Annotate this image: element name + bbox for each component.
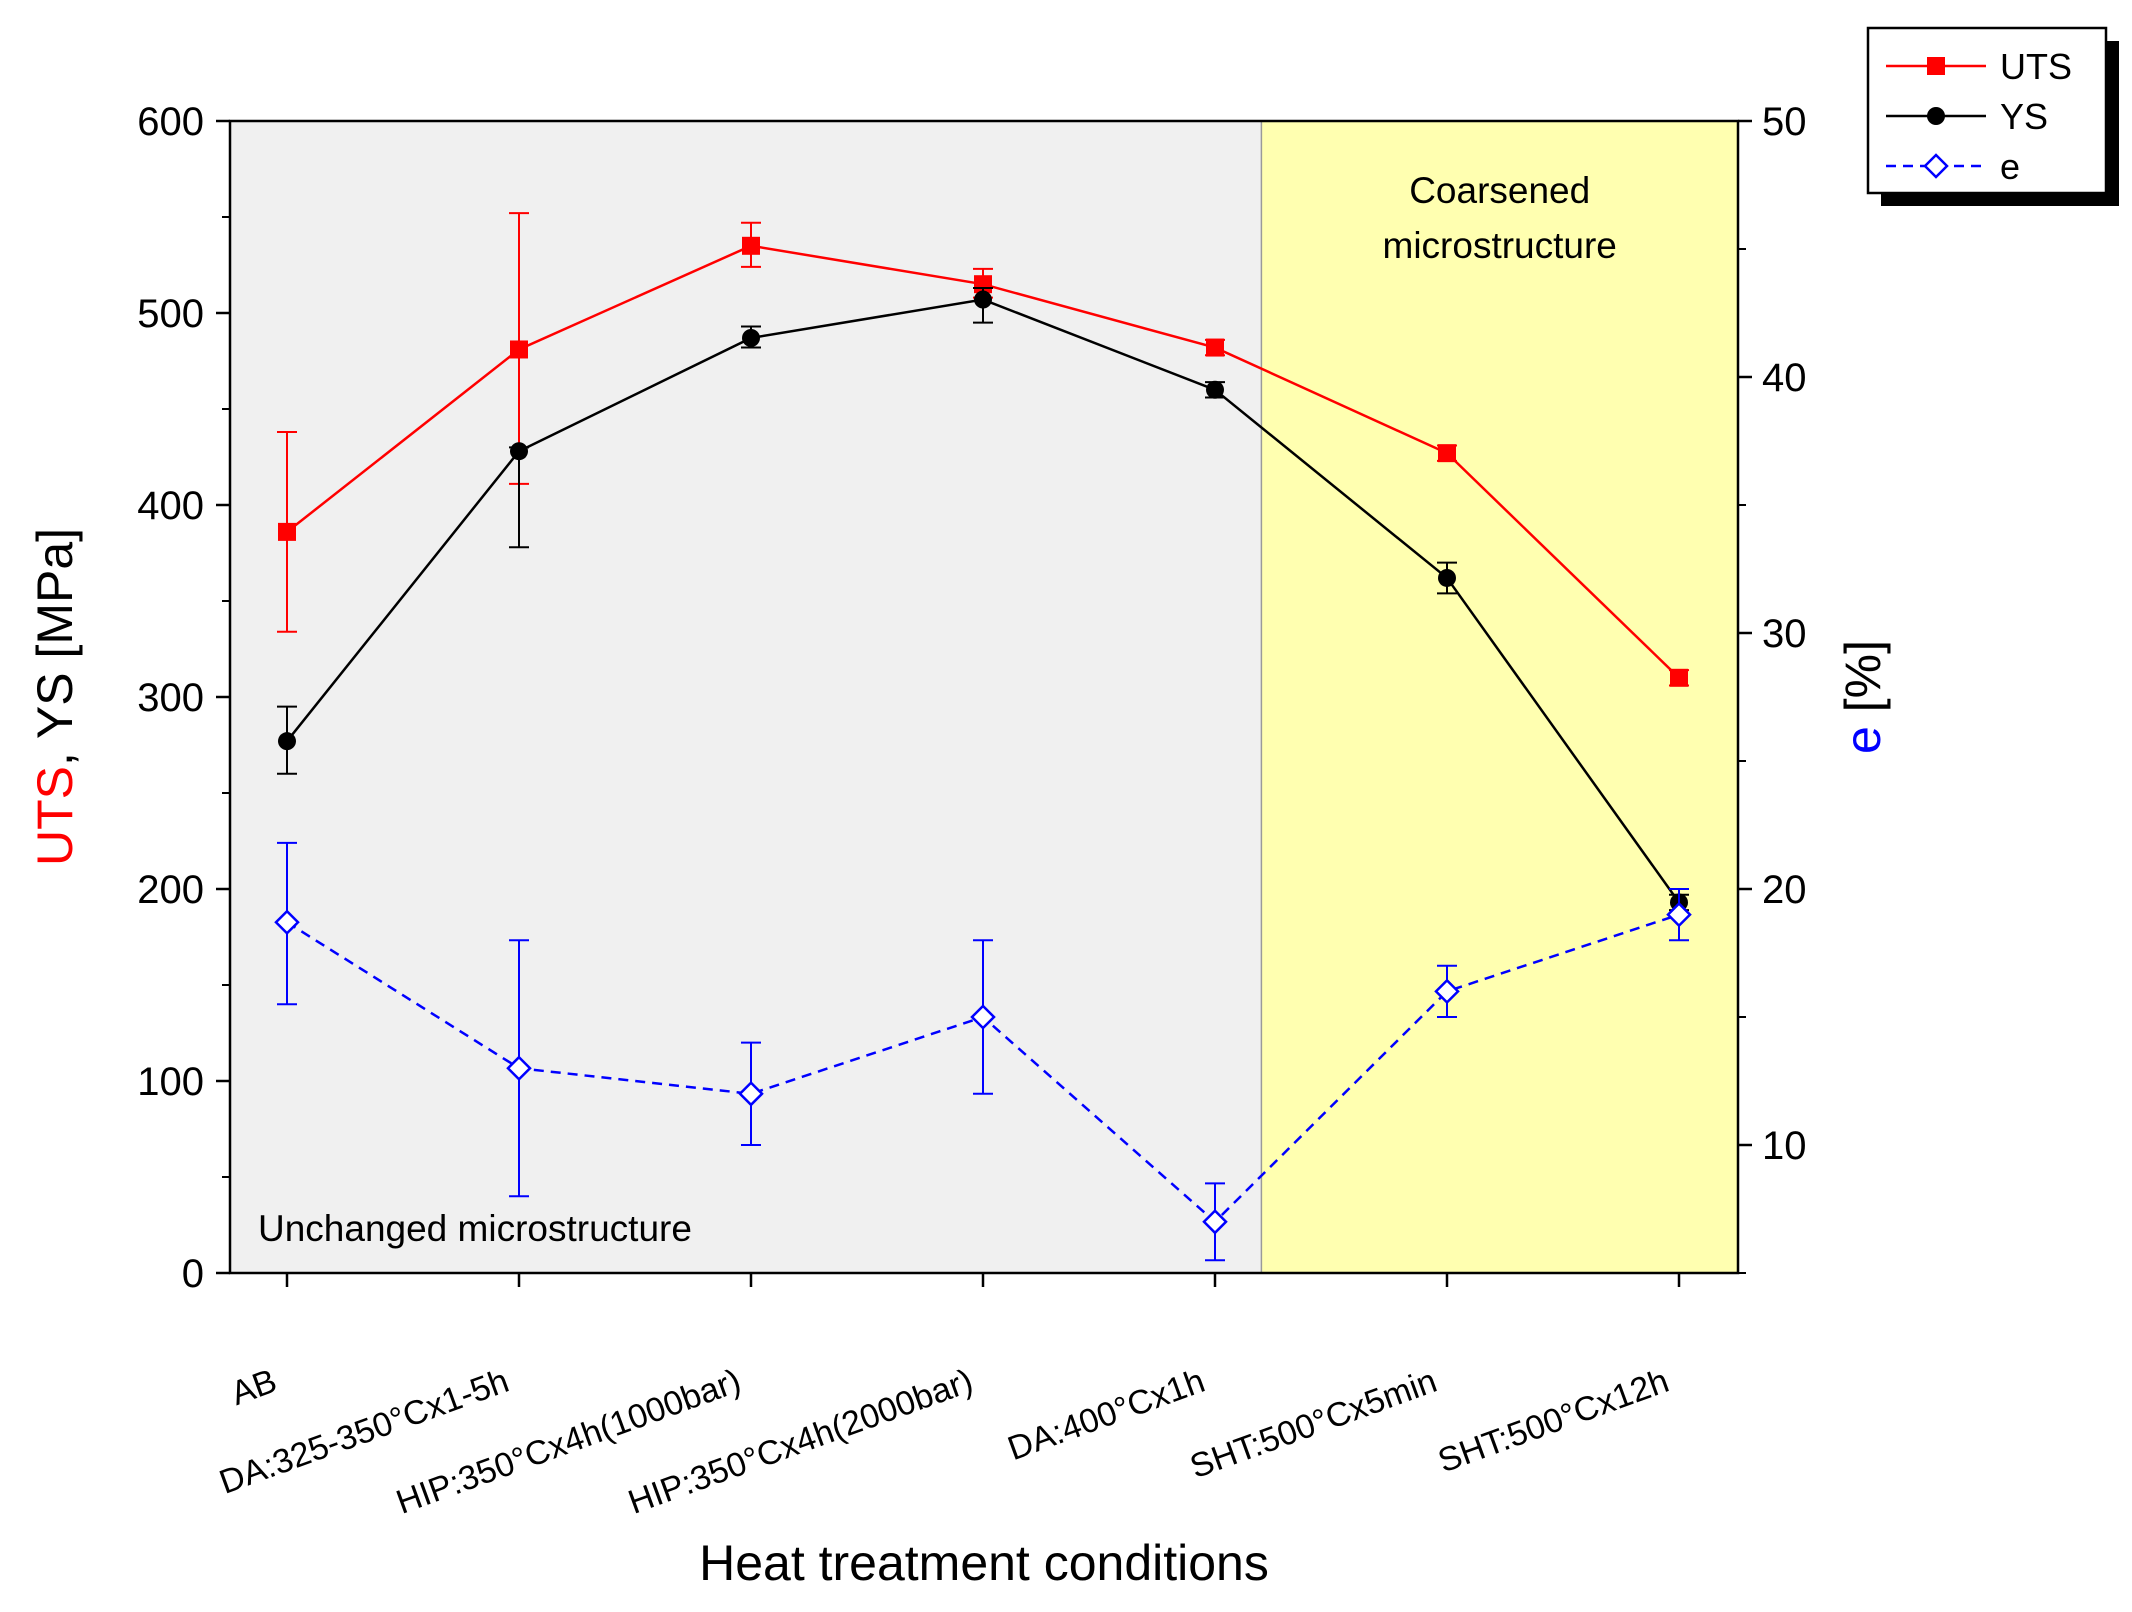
left-tick-label: 100: [137, 1060, 204, 1104]
right-tick-label: 30: [1762, 612, 1807, 656]
x-axis-title: Heat treatment conditions: [699, 1535, 1269, 1591]
series-e: [274, 841, 1692, 1262]
data-point-YS: [1206, 380, 1224, 399]
legend-label: e: [2000, 146, 2020, 187]
x-tick-label: DA:400°Cx1h: [1003, 1362, 1210, 1468]
data-point-YS: [510, 442, 528, 461]
data-point-YS: [278, 732, 296, 751]
legend-item-UTS: UTS: [1886, 46, 2072, 87]
data-point-UTS: [510, 340, 528, 359]
legend-marker: [1927, 57, 1945, 75]
data-point-e: [506, 1055, 532, 1081]
data-point-e: [1202, 1209, 1228, 1235]
data-point-UTS: [1438, 444, 1456, 463]
x-tick-label: AB: [226, 1362, 282, 1413]
right-tick-label: 50: [1762, 100, 1807, 144]
axis-labels: Heat treatment conditions UTS, YS [MPa] e …: [27, 528, 1891, 1591]
data-point-e: [970, 1004, 996, 1030]
data-point-UTS: [278, 522, 296, 541]
data-point-e: [1666, 901, 1692, 928]
right-axis-title: e [%]: [1835, 640, 1891, 754]
left-tick-label: 500: [137, 292, 204, 336]
left-tick-label: 600: [137, 100, 204, 144]
data-point-e: [1434, 978, 1460, 1005]
legend-item-e: e: [1886, 146, 2020, 187]
data-point-UTS: [1670, 668, 1688, 687]
right-axis-title-part: [%]: [1835, 640, 1891, 726]
right-tick-label: 10: [1762, 1124, 1807, 1168]
region-label-unchanged: Unchanged microstructure: [258, 1208, 692, 1249]
right-tick-label: 40: [1762, 356, 1807, 400]
left-tick-label: 400: [137, 484, 204, 528]
series-YS: [277, 287, 1689, 912]
legend-label: UTS: [2000, 46, 2072, 87]
data-point-YS: [742, 328, 760, 347]
right-axis-title-part: e: [1835, 726, 1891, 754]
legend-item-YS: YS: [1886, 96, 2048, 137]
region-label-coarsened-line1: Coarsened: [1409, 170, 1590, 211]
series-group: [274, 212, 1692, 1262]
left-tick-label: 300: [137, 676, 204, 720]
region-label-coarsened-line2: microstructure: [1383, 225, 1617, 266]
legend-marker: [1927, 107, 1945, 125]
left-axis-title-part: YS [MPa]: [27, 528, 83, 739]
x-tick-label: SHT:500°Cx12h: [1433, 1362, 1674, 1481]
region-coarsened: [1261, 121, 1738, 1273]
left-axis-title: UTS, YS [MPa]: [27, 528, 83, 866]
left-tick-label: 200: [137, 868, 204, 912]
x-tick-label: SHT:500°Cx5min: [1185, 1362, 1442, 1486]
legend: UTS YS e: [1866, 26, 2119, 206]
data-point-YS: [1438, 568, 1456, 587]
data-point-UTS: [742, 236, 760, 255]
left-axis-title-part: UTS: [27, 766, 83, 866]
data-point-UTS: [1206, 338, 1224, 357]
data-point-e: [274, 909, 300, 936]
legend-label: YS: [2000, 96, 2048, 137]
data-point-YS: [974, 290, 992, 309]
data-point-e: [738, 1081, 764, 1107]
left-axis-title-part: ,: [27, 739, 83, 766]
legend-marker: [1923, 153, 1949, 179]
left-tick-label: 0: [182, 1252, 204, 1296]
right-tick-label: 20: [1762, 868, 1807, 912]
